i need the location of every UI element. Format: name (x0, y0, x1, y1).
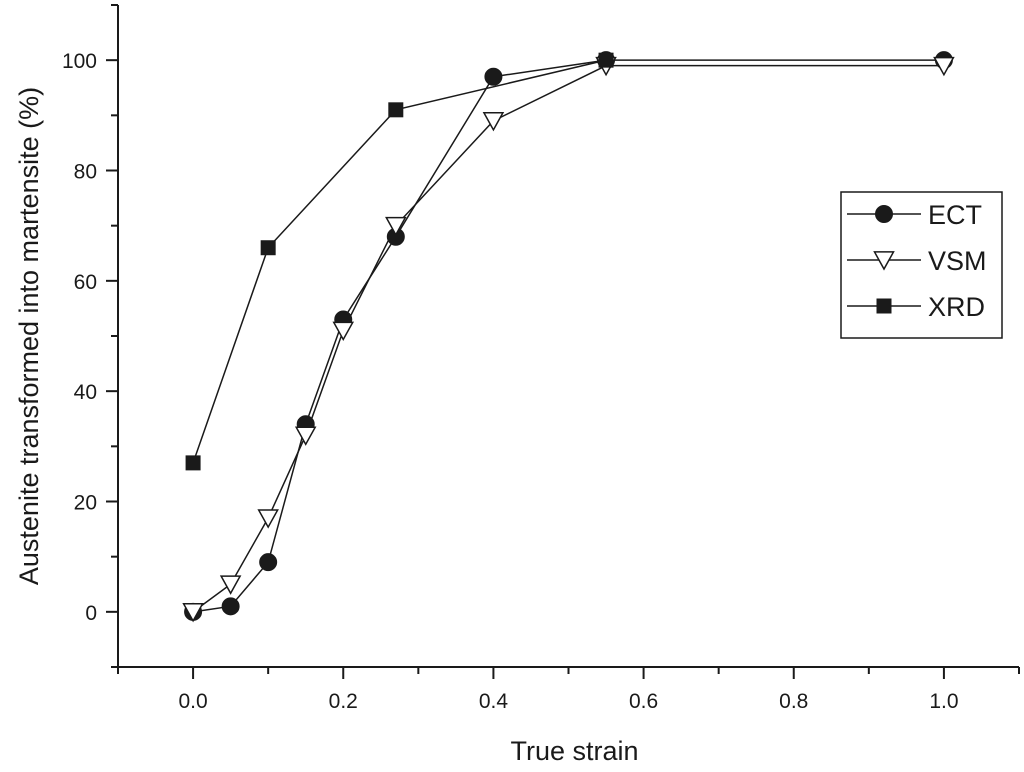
legend-item-xrd: XRD (847, 292, 985, 322)
legend-item-ect: ECT (847, 200, 982, 230)
data-point-xrd (598, 52, 614, 68)
y-tick-label: 80 (74, 161, 97, 184)
x-tick-label: 1.0 (929, 690, 958, 713)
data-point-xrd (260, 240, 276, 256)
series-ect (192, 59, 944, 613)
series-line-xrd (192, 59, 607, 464)
series-vsm (192, 64, 944, 613)
legend-label-ect: ECT (928, 200, 982, 230)
data-point-vsm (933, 56, 955, 77)
x-tick-label: 0.2 (329, 690, 358, 713)
legend-label-xrd: XRD (928, 292, 985, 322)
series-points-xrd (185, 52, 614, 471)
legend-marker-vsm (873, 251, 895, 271)
data-point-vsm (294, 426, 317, 446)
legend: ECT VSM XRD (840, 191, 1003, 339)
data-point-vsm (332, 321, 355, 342)
axes: 0.0 0.2 0.4 0.6 0.8 1.0 0 20 40 60 80 100 (62, 4, 1020, 713)
x-tick-label: 0.8 (779, 690, 808, 713)
data-point-ect (259, 553, 278, 572)
data-point-vsm (482, 112, 505, 132)
x-tick-label: 0.4 (479, 690, 509, 713)
y-tick-label: 100 (62, 50, 97, 73)
x-axis-title: True strain (510, 736, 638, 766)
x-tick-label: 0.0 (178, 690, 207, 713)
plot-area (182, 51, 955, 623)
legend-marker-xrd (876, 298, 892, 314)
y-tick-label: 60 (74, 271, 97, 294)
series-xrd (192, 59, 607, 464)
series-line-ect (192, 59, 944, 613)
y-tick-label: 40 (74, 381, 97, 404)
data-point-ect (484, 67, 503, 86)
data-point-vsm (219, 575, 242, 595)
legend-label-vsm: VSM (928, 246, 987, 276)
data-point-vsm (182, 603, 204, 623)
y-axis-title: Austenite transformed into martensite (%… (14, 87, 44, 585)
legend-marker-ect (875, 205, 893, 223)
series-points-vsm (182, 56, 955, 623)
data-point-ect (221, 597, 240, 616)
series-line-vsm (192, 64, 944, 613)
y-tick-label: 20 (74, 492, 97, 515)
legend-item-vsm: VSM (847, 246, 987, 276)
x-tick-label: 0.6 (629, 690, 658, 713)
data-point-vsm (257, 509, 279, 529)
series-points-ect (184, 51, 953, 621)
y-tick-label: 0 (85, 602, 97, 625)
data-point-xrd (185, 455, 201, 471)
data-point-xrd (388, 102, 404, 118)
data-point-vsm (385, 216, 407, 237)
legend-box (840, 191, 1003, 339)
